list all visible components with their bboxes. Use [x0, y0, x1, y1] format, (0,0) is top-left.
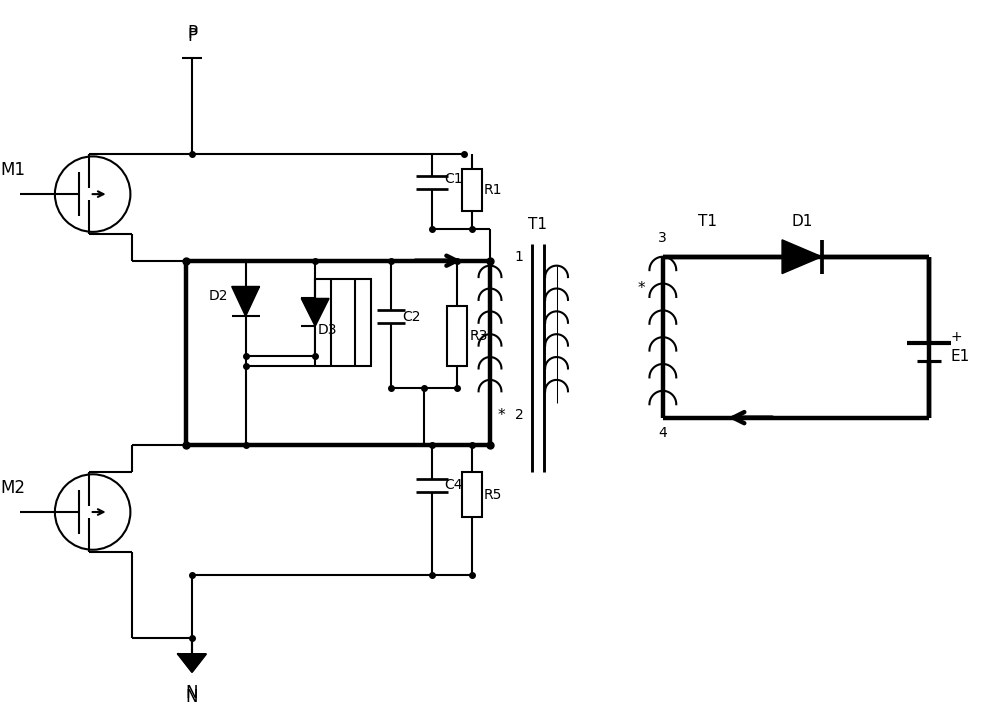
Text: D2: D2 [208, 290, 228, 304]
Text: N: N [186, 684, 198, 702]
Text: P: P [187, 27, 197, 45]
Text: N: N [186, 688, 198, 706]
FancyBboxPatch shape [315, 279, 371, 366]
Text: R1: R1 [484, 183, 503, 197]
Text: E1: E1 [951, 349, 970, 363]
Text: T1: T1 [528, 217, 547, 232]
Polygon shape [782, 240, 822, 274]
Text: P: P [187, 24, 197, 42]
Text: M1: M1 [1, 161, 26, 179]
Text: R3: R3 [469, 329, 488, 343]
Text: C4: C4 [444, 478, 463, 492]
Polygon shape [301, 298, 329, 326]
Text: +: + [951, 331, 963, 344]
Text: M2: M2 [1, 479, 26, 497]
Polygon shape [232, 287, 260, 317]
Text: *: * [637, 281, 645, 296]
FancyBboxPatch shape [462, 472, 482, 517]
Polygon shape [178, 654, 206, 672]
FancyBboxPatch shape [447, 306, 467, 366]
Text: 2: 2 [515, 408, 524, 422]
Text: 1: 1 [515, 250, 524, 264]
Text: D3: D3 [317, 323, 337, 337]
Text: 4: 4 [658, 426, 667, 440]
Text: C1: C1 [444, 173, 463, 186]
Text: C2: C2 [403, 310, 421, 324]
FancyBboxPatch shape [462, 170, 482, 211]
Text: 3: 3 [658, 231, 667, 245]
Text: T1: T1 [698, 214, 717, 229]
Text: D1: D1 [791, 214, 813, 229]
Text: R5: R5 [484, 488, 502, 502]
Text: *: * [498, 408, 506, 423]
